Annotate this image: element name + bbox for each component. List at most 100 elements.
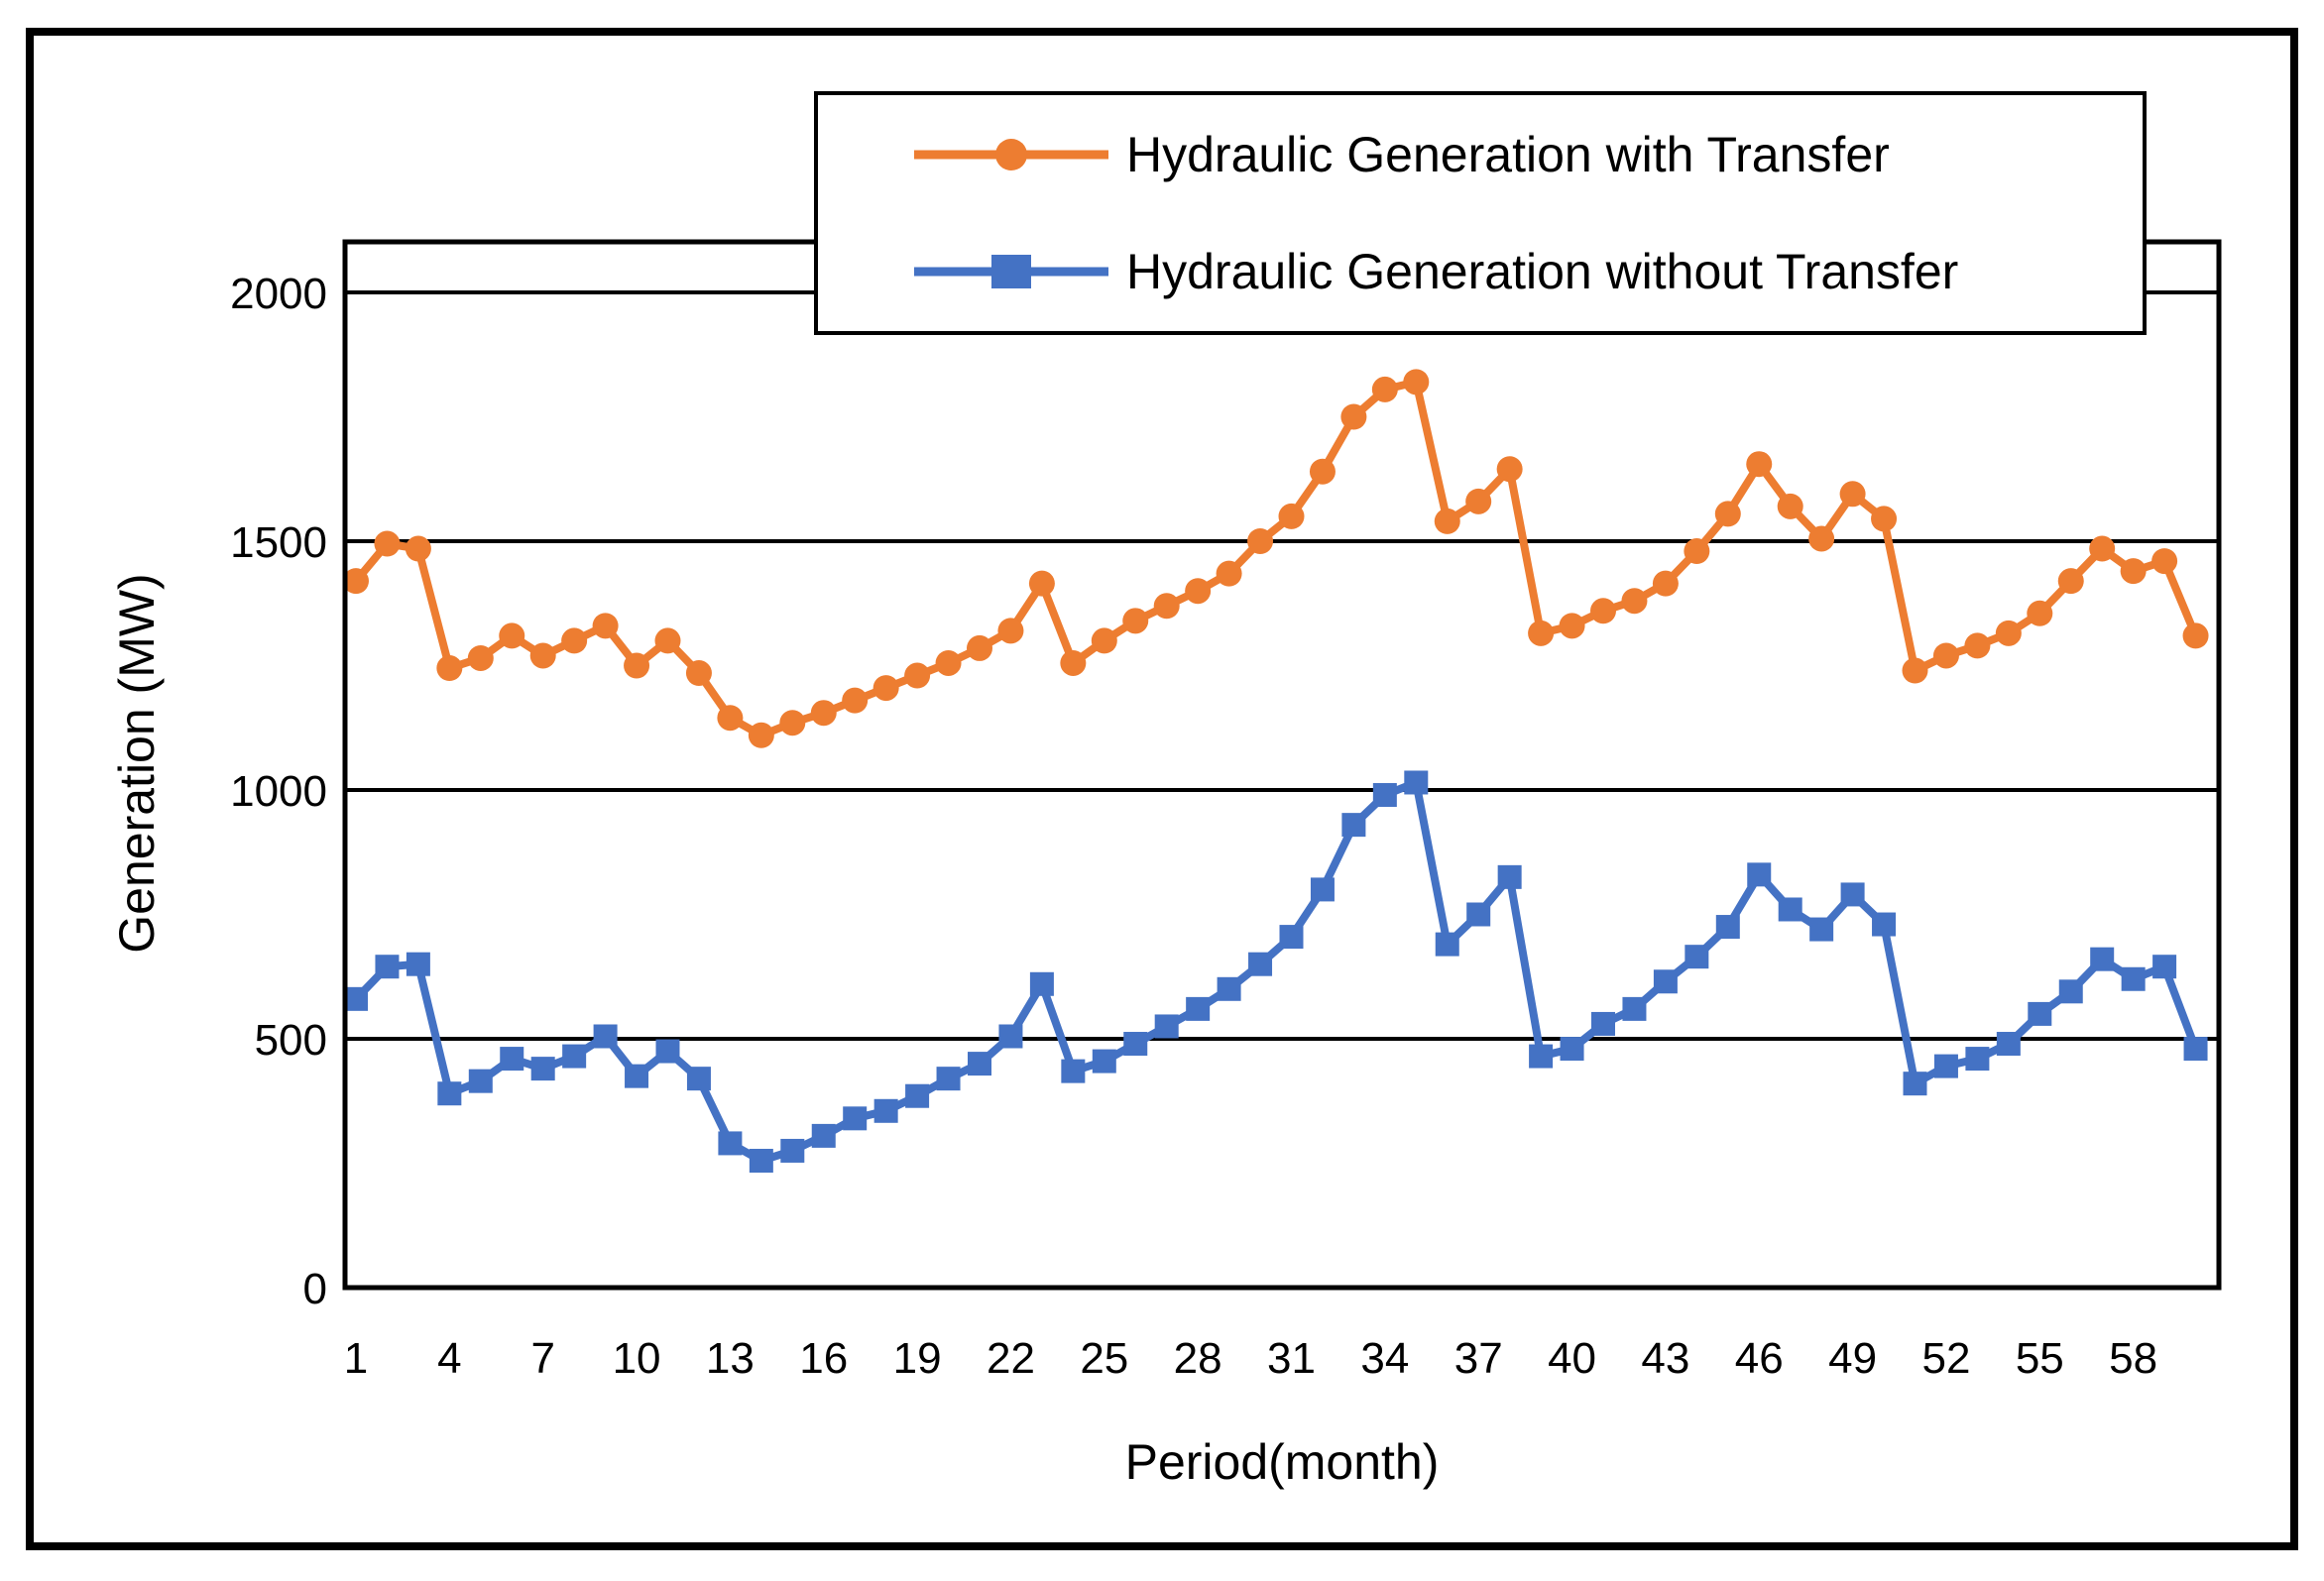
series-with-transfer-marker-56 (2057, 568, 2084, 595)
series-without-transfer-marker-37 (1466, 902, 1491, 927)
legend-entry-with-transfer: Hydraulic Generation with Transfer (914, 127, 1890, 182)
series-without-transfer-marker-52 (1933, 1054, 1958, 1078)
series-with-transfer-marker-2 (374, 530, 401, 557)
series-with-transfer-marker-17 (842, 687, 869, 714)
series-with-transfer-marker-58 (2120, 558, 2147, 585)
series-without-transfer-marker-43 (1653, 969, 1678, 994)
x-tick-label-52: 52 (1921, 1334, 1970, 1383)
series-with-transfer-marker-39 (1528, 620, 1555, 646)
series-without-transfer-marker-11 (655, 1039, 680, 1064)
series-without-transfer-marker-40 (1560, 1037, 1584, 1062)
series-with-transfer-marker-10 (624, 652, 650, 679)
x-tick-label-37: 37 (1454, 1334, 1503, 1383)
x-tick-label-28: 28 (1174, 1334, 1222, 1383)
series-without-transfer-marker-26 (1123, 1032, 1148, 1057)
y-tick-label-0: 0 (303, 1265, 327, 1313)
x-axis-title: Period(month) (1125, 1434, 1440, 1490)
x-tick-label-25: 25 (1080, 1334, 1128, 1383)
x-tick-label-31: 31 (1267, 1334, 1316, 1383)
series-with-transfer-marker-20 (935, 649, 962, 676)
series-without-transfer-marker-20 (936, 1067, 961, 1091)
x-tick-label-43: 43 (1641, 1334, 1689, 1383)
legend-entry-without-transfer: Hydraulic Generation without Transfer (914, 244, 1958, 299)
series-with-transfer-marker-43 (1652, 570, 1679, 597)
series-with-transfer-marker-16 (810, 700, 837, 727)
figure-border (26, 28, 2298, 1550)
series-without-transfer-marker-49 (1840, 882, 1865, 907)
series-with-transfer-marker-22 (997, 618, 1024, 644)
series-without-transfer (344, 770, 2208, 1173)
series-with-transfer-marker-50 (1871, 506, 1898, 532)
series-with-transfer-marker-3 (405, 535, 431, 562)
circle-marker-icon (995, 139, 1027, 170)
series-without-transfer-marker-54 (1996, 1032, 2021, 1057)
x-tick-label-13: 13 (706, 1334, 755, 1383)
series-with-transfer-marker-8 (561, 627, 588, 654)
series-with-transfer-marker-36 (1434, 508, 1460, 534)
series-with-transfer-marker-26 (1122, 608, 1149, 634)
x-tick-label-4: 4 (437, 1334, 461, 1383)
series-without-transfer-marker-19 (905, 1083, 930, 1108)
series-without-transfer-marker-21 (968, 1052, 991, 1076)
series-with-transfer-marker-1 (343, 568, 369, 595)
y-axis-title: Generation (MW) (109, 573, 165, 953)
series-with-transfer-marker-57 (2089, 535, 2116, 562)
x-tick-label-34: 34 (1360, 1334, 1409, 1383)
y-tick-label-1000: 1000 (230, 767, 327, 816)
series-without-transfer-marker-16 (811, 1123, 836, 1148)
series-without-transfer-marker-10 (625, 1064, 649, 1088)
legend-entry-with-transfer-label: Hydraulic Generation with Transfer (1126, 127, 1890, 182)
series-without-transfer-marker-25 (1092, 1049, 1116, 1073)
series-with-transfer-marker-29 (1216, 560, 1242, 587)
series-without-transfer-marker-36 (1435, 932, 1459, 957)
series-without-transfer-marker-30 (1248, 952, 1273, 976)
series-with-transfer-marker-40 (1559, 613, 1585, 639)
series-with-transfer-marker-52 (1932, 642, 1959, 669)
series-without-transfer-marker-12 (686, 1067, 711, 1091)
series-without-transfer-marker-27 (1154, 1014, 1179, 1039)
series-with-transfer-marker-21 (967, 634, 992, 661)
series-without-transfer-marker-2 (375, 955, 400, 979)
series-without-transfer-marker-31 (1279, 925, 1304, 950)
series-without-transfer-marker-35 (1404, 770, 1429, 795)
x-tick-label-46: 46 (1735, 1334, 1784, 1383)
series-without-transfer-marker-34 (1372, 783, 1397, 808)
series-with-transfer-marker-41 (1590, 598, 1616, 624)
series-with-transfer-marker-49 (1839, 481, 1866, 508)
series-without-transfer-marker-50 (1872, 912, 1897, 937)
series-without-transfer-marker-18 (873, 1098, 898, 1123)
series-with-transfer-marker-11 (654, 627, 681, 654)
series-without-transfer-line (352, 778, 2200, 1165)
series-with-transfer-marker-46 (1746, 451, 1773, 478)
series-with-transfer-marker-59 (2151, 548, 2178, 575)
series-without-transfer-marker-32 (1310, 877, 1335, 902)
series-without-transfer-marker-60 (2183, 1037, 2208, 1062)
series-without-transfer-marker-8 (562, 1044, 587, 1069)
x-tick-label-49: 49 (1828, 1334, 1877, 1383)
series-with-transfer-marker-34 (1371, 376, 1398, 402)
series-with-transfer-marker-13 (717, 705, 744, 732)
x-tick-label-58: 58 (2109, 1334, 2157, 1383)
series-without-transfer-marker-45 (1715, 915, 1740, 940)
series-layer (343, 369, 2209, 1173)
series-without-transfer-marker-29 (1217, 976, 1241, 1001)
series-without-transfer-marker-39 (1529, 1044, 1554, 1069)
series-without-transfer-marker-6 (500, 1047, 524, 1072)
x-tick-label-7: 7 (530, 1334, 554, 1383)
series-with-transfer-marker-54 (1995, 620, 2022, 646)
x-tick-label-10: 10 (613, 1334, 661, 1383)
series-with-transfer-marker-24 (1060, 649, 1087, 676)
series-without-transfer-marker-33 (1341, 813, 1366, 838)
series-without-transfer-marker-28 (1186, 996, 1211, 1021)
series-with-transfer-marker-38 (1496, 456, 1523, 483)
series-without-transfer-marker-59 (2152, 955, 2177, 979)
y-tick-label-1500: 1500 (230, 518, 327, 567)
series-without-transfer-marker-7 (530, 1057, 555, 1081)
series-with-transfer-marker-31 (1278, 503, 1305, 529)
series-with-transfer-marker-33 (1340, 403, 1367, 430)
x-tick-label-19: 19 (893, 1334, 942, 1383)
legend-box (814, 91, 2147, 335)
x-tick-label-16: 16 (799, 1334, 848, 1383)
series-with-transfer-marker-14 (748, 722, 774, 748)
